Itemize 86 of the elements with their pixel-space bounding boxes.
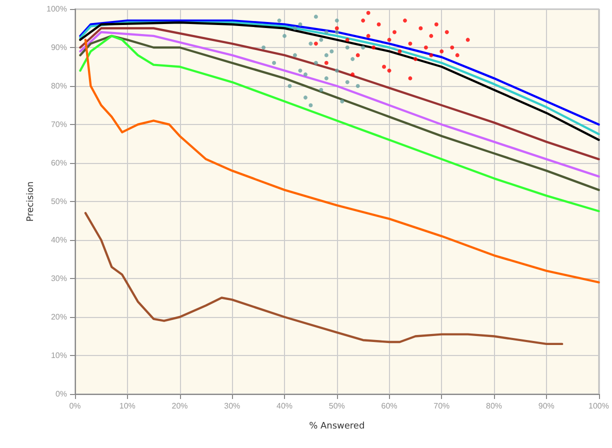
point [429,53,434,58]
y-tick-label: 70% [50,120,67,129]
point [382,64,386,69]
point [372,46,376,50]
point [292,53,297,58]
point [366,34,370,38]
point [444,30,449,34]
point [292,26,297,30]
x-axis-title: % Answered [309,422,365,432]
point [413,57,418,62]
y-tick-label: 10% [50,351,67,360]
point [402,18,407,23]
point [314,14,318,19]
point [298,68,302,73]
point [324,76,328,80]
point [288,84,292,88]
point [466,38,470,42]
y-tick-label: 80% [50,82,67,90]
y-tick-label: 100% [46,4,67,14]
y-axis-title: Precision [26,181,36,222]
point [455,53,460,58]
y-tick-label: 50% [50,197,67,206]
point [308,103,313,108]
x-tick-label: 100% [588,402,610,410]
point [340,99,344,104]
x-tick-label: 20% [172,402,188,410]
point [408,42,412,46]
point [345,38,350,42]
point [262,46,266,50]
point [434,22,438,26]
point [330,49,334,54]
x-tick-label: 70% [434,402,450,410]
y-tick-label: 60% [50,158,67,168]
x-tick-label: 30% [224,402,240,410]
point [319,88,324,92]
x-tick-label: 40% [276,402,293,410]
point [356,53,360,58]
point [345,80,350,84]
x-tick-label: 10% [119,402,136,410]
point [334,30,339,34]
point [361,46,366,50]
point [308,42,313,46]
point [303,72,308,76]
x-tick-label: 80% [486,402,502,410]
point [387,68,392,73]
point [424,46,428,50]
point [376,22,381,26]
line-series [84,38,600,284]
y-tick-label: 90% [50,43,67,52]
point [324,53,328,58]
point [303,96,308,100]
point [392,30,396,34]
point [272,60,276,65]
y-tick-label: 30% [50,274,67,283]
point [277,18,282,23]
point [408,76,412,80]
point [345,46,350,50]
point [334,18,339,23]
y-tick-label: 20% [50,312,67,322]
point [418,26,423,30]
point [350,72,355,76]
point [334,68,339,73]
x-tick-label: 60% [381,402,398,410]
point [366,10,370,15]
point [440,49,444,54]
x-tick-label: 90% [538,402,554,410]
point [314,60,318,65]
point [298,22,302,26]
point [398,49,402,54]
point [356,84,360,88]
line-series [84,212,564,346]
point [387,38,392,42]
point [314,42,318,46]
point [324,60,328,65]
point [282,34,287,38]
point [334,26,339,30]
x-tick-label: 0% [69,402,81,410]
x-tick-label: 50% [328,402,345,410]
point [450,46,454,50]
point [361,18,366,23]
y-tick-label: 0% [55,390,67,398]
point [350,57,355,62]
y-tick-label: 40% [50,236,67,244]
point [429,34,434,38]
point [324,30,328,34]
point [319,38,324,42]
